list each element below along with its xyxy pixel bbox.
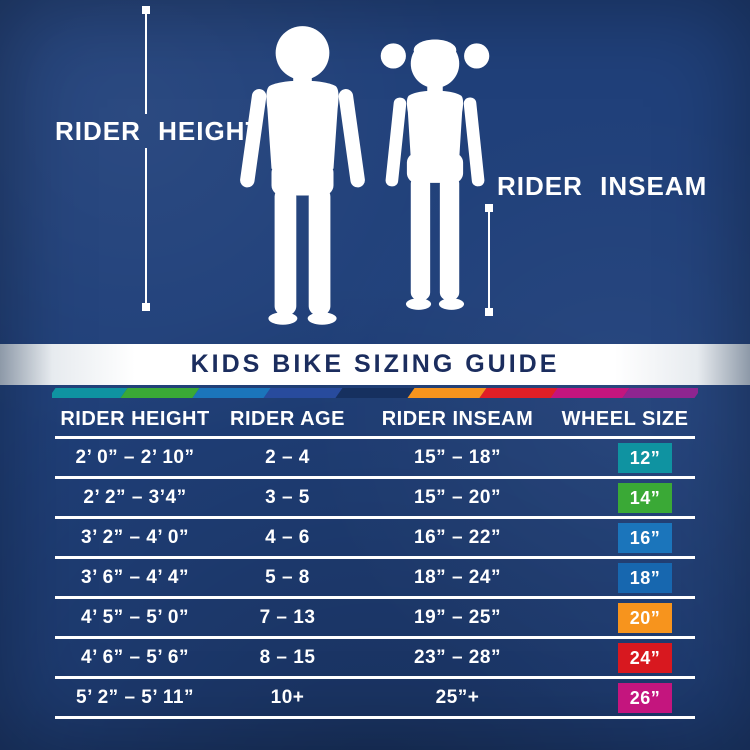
- stripe-segment: [550, 388, 630, 398]
- col-header-rider-height: RIDER HEIGHT: [60, 407, 210, 430]
- rider-height-cell: 3’ 2” – 4’ 0”: [81, 526, 189, 548]
- wheel-size-badge: 12”: [618, 442, 672, 473]
- col-header-rider-inseam: RIDER INSEAM: [381, 407, 534, 430]
- title-banner: KIDS BIKE SIZING GUIDE: [0, 344, 750, 385]
- rider-age-cell: 3 – 5: [265, 486, 310, 508]
- rider-inseam-cell: 15” – 18”: [414, 446, 501, 468]
- stripe-segment: [622, 388, 698, 398]
- rider-inseam-cell: 18” – 24”: [414, 566, 501, 588]
- rider-height-cell: 5’ 2” – 5’ 11”: [76, 686, 194, 708]
- table-row: 5’ 2” – 5’ 11” 10+ 25”+ 26”: [55, 679, 695, 719]
- inseam-measure-endpoint-top: [485, 204, 493, 212]
- rider-height-label: RIDER HEIGHT: [55, 116, 263, 146]
- rider-inseam-cell: 15” – 20”: [414, 486, 501, 508]
- wheel-size-badge: 18”: [618, 562, 672, 593]
- banner-title: KIDS BIKE SIZING GUIDE: [190, 350, 560, 378]
- rider-height-cell: 2’ 0” – 2’ 10”: [75, 446, 195, 468]
- stripe-segment: [407, 388, 487, 398]
- rider-age-cell: 2 – 4: [265, 446, 310, 468]
- rider-inseam-label: RIDER INSEAM: [497, 171, 708, 201]
- stripe-segment: [263, 388, 343, 398]
- wheel-size-badge: 26”: [618, 682, 672, 713]
- rider-inseam-cell: 19” – 25”: [414, 606, 501, 628]
- col-header-wheel-size: WHEEL SIZE: [561, 407, 689, 430]
- height-measure-endpoint-top: [142, 6, 150, 14]
- rider-inseam-cell: 25”+: [435, 686, 480, 708]
- table-row: 2’ 2” – 3’4” 3 – 5 15” – 20” 14”: [55, 479, 695, 519]
- rider-height-cell: 3’ 6” – 4’ 4”: [81, 566, 189, 588]
- inseam-measure-endpoint-bottom: [485, 308, 493, 316]
- height-measure-line-lower: [145, 148, 147, 306]
- girl-silhouette: [380, 39, 490, 310]
- rider-age-cell: 5 – 8: [265, 566, 310, 588]
- rider-age-cell: 4 – 6: [265, 526, 310, 548]
- stripe-segment: [52, 388, 128, 398]
- table-row: 4’ 5” – 5’ 0” 7 – 13 19” – 25” 20”: [55, 599, 695, 639]
- sizing-table: RIDER HEIGHT RIDER AGE RIDER INSEAM WHEE…: [55, 402, 695, 719]
- table-row: 3’ 2” – 4’ 0” 4 – 6 16” – 22” 16”: [55, 519, 695, 559]
- table-row: 3’ 6” – 4’ 4” 5 – 8 18” – 24” 18”: [55, 559, 695, 599]
- wheel-size-badge: 24”: [618, 642, 672, 673]
- rider-inseam-cell: 16” – 22”: [414, 526, 501, 548]
- rider-height-cell: 4’ 5” – 5’ 0”: [81, 606, 189, 628]
- wheel-size-badge: 16”: [618, 522, 672, 553]
- table-header-row: RIDER HEIGHT RIDER AGE RIDER INSEAM WHEE…: [55, 402, 695, 439]
- col-header-rider-age: RIDER AGE: [230, 407, 345, 430]
- boy-silhouette: [240, 26, 365, 325]
- rider-age-cell: 8 – 15: [259, 646, 316, 668]
- wheel-size-badge: 20”: [618, 602, 672, 633]
- inseam-measure-line: [488, 210, 490, 310]
- height-measure-line-upper: [145, 12, 147, 114]
- rider-inseam-cell: 23” – 28”: [414, 646, 501, 668]
- rider-height-cell: 2’ 2” – 3’4”: [83, 486, 187, 508]
- rainbow-stripe: [52, 388, 698, 398]
- table-row: 4’ 6” – 5’ 6” 8 – 15 23” – 28” 24”: [55, 639, 695, 679]
- rider-age-cell: 10+: [270, 686, 305, 708]
- stripe-segment: [335, 388, 415, 398]
- rider-height-cell: 4’ 6” – 5’ 6”: [81, 646, 189, 668]
- table-row: 2’ 0” – 2’ 10” 2 – 4 15” – 18” 12”: [55, 439, 695, 479]
- rider-age-cell: 7 – 13: [259, 606, 316, 628]
- stripe-segment: [120, 388, 200, 398]
- height-measure-endpoint-bottom: [142, 303, 150, 311]
- wheel-size-badge: 14”: [618, 482, 672, 513]
- stripe-segment: [192, 388, 271, 398]
- stripe-segment: [479, 388, 558, 398]
